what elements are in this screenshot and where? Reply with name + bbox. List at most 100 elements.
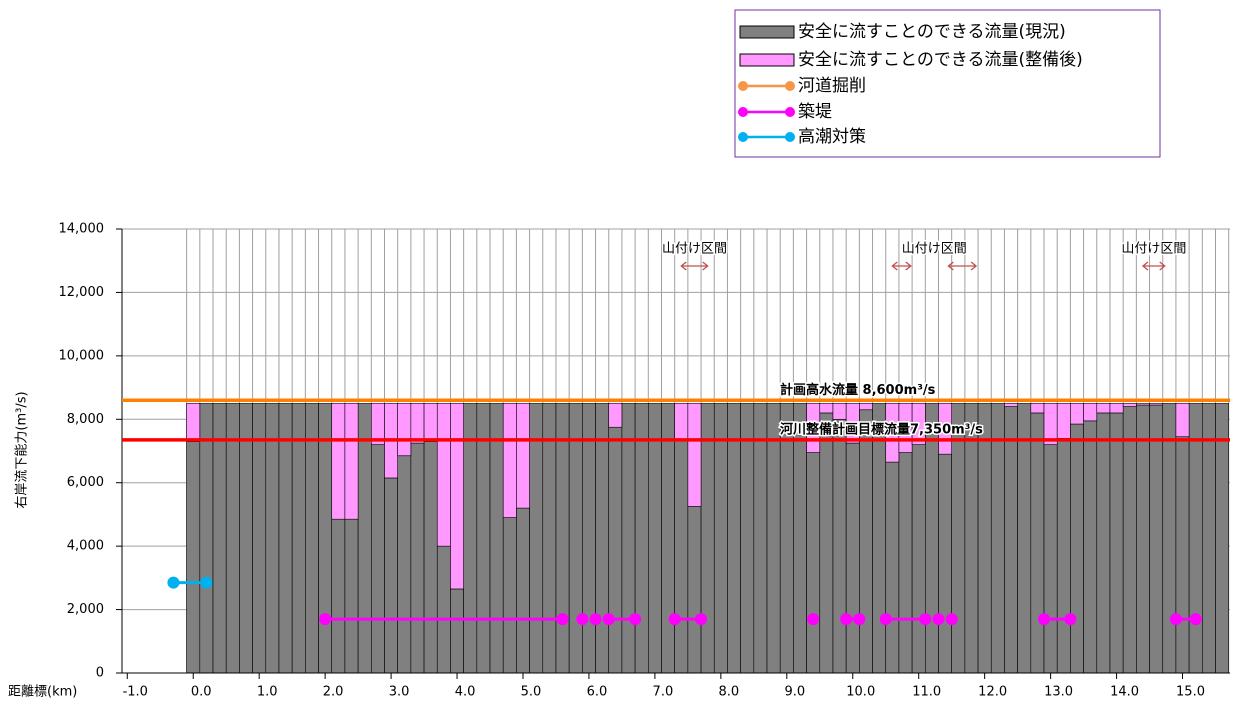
bar — [740, 403, 755, 674]
bar — [990, 403, 1005, 674]
bar — [727, 403, 741, 674]
legend-label: 安全に流すことのできる流量(現況) — [798, 22, 1066, 42]
y-tick-label: 10,000 — [59, 348, 105, 363]
bar — [344, 403, 359, 520]
measure-point — [200, 576, 213, 589]
legend-swatch — [738, 132, 748, 142]
bar — [370, 444, 385, 674]
bar — [1162, 403, 1177, 674]
bar — [1215, 403, 1229, 674]
legend-swatch — [739, 25, 795, 39]
legend-swatch — [738, 107, 748, 117]
bar — [397, 455, 412, 674]
bar — [845, 442, 860, 674]
x-tick-label: 12.0 — [978, 685, 1007, 700]
bar — [436, 403, 451, 547]
y-axis-label: 右岸流下能力(m³/s) — [15, 391, 30, 508]
measure-point — [1189, 613, 1202, 626]
y-tick-label: 0 — [96, 666, 104, 681]
y-tick-label: 6,000 — [67, 475, 104, 490]
measure-point — [589, 613, 602, 626]
x-axis-label: 距離標(km) — [8, 685, 77, 700]
bar — [753, 403, 768, 674]
bar — [661, 403, 675, 674]
y-tick-label: 4,000 — [67, 539, 104, 554]
bar — [647, 403, 662, 674]
reference-label: 計画高水流量 8,600m³/s — [780, 382, 936, 398]
bar — [872, 403, 887, 674]
measure-point — [932, 613, 945, 626]
bar — [476, 403, 491, 674]
bar — [819, 412, 834, 674]
bar — [938, 453, 952, 674]
legend-label: 安全に流すことのできる流量(整備後) — [798, 50, 1083, 70]
annotation-label: 山付け区間 — [902, 242, 967, 257]
bar — [436, 545, 451, 674]
annotation-arrow — [680, 261, 709, 271]
bar — [1070, 403, 1084, 425]
y-tick-label: 14,000 — [59, 222, 105, 237]
y-tick-label: 12,000 — [59, 285, 105, 300]
bar — [265, 403, 280, 674]
legend-label: 河道掘削 — [798, 76, 866, 96]
annotation-arrow — [891, 261, 912, 271]
x-tick-label: -1.0 — [123, 685, 148, 700]
bar — [1030, 403, 1045, 414]
bar — [1096, 412, 1111, 674]
bar — [806, 452, 821, 674]
x-tick-label: 9.0 — [784, 685, 805, 700]
bar — [700, 403, 715, 674]
x-tick-label: 2.0 — [323, 685, 344, 700]
bar — [1004, 406, 1018, 674]
bar — [225, 403, 240, 674]
measure-point — [319, 613, 332, 626]
legend: 安全に流すことのできる流量(現況) 安全に流すことのできる流量(整備後) 河道掘削築… — [738, 22, 1083, 147]
bar — [463, 403, 478, 674]
bar — [832, 418, 847, 674]
bar — [212, 403, 227, 674]
bar — [687, 506, 702, 674]
bar — [410, 403, 425, 444]
bar — [1202, 403, 1216, 674]
bar — [568, 403, 583, 674]
measure-point — [945, 613, 958, 626]
measure-point — [695, 613, 708, 626]
reference-label: 河川整備計画目標流量7,350m³/s — [780, 421, 983, 437]
bar — [555, 403, 570, 674]
x-tick-label: 3.0 — [389, 685, 410, 700]
x-tick-label: 1.0 — [257, 685, 278, 700]
bar — [450, 588, 464, 674]
measure-point — [576, 613, 589, 626]
x-tick-label: 6.0 — [587, 685, 608, 700]
bar — [687, 403, 702, 507]
measure-point — [167, 576, 180, 589]
bar — [410, 442, 425, 674]
bar — [1083, 420, 1098, 674]
bar — [674, 439, 689, 674]
bar — [450, 403, 464, 590]
bar — [911, 444, 926, 674]
legend-box — [734, 9, 1161, 158]
measure-point — [668, 613, 681, 626]
bar — [621, 403, 636, 674]
bar — [1175, 403, 1190, 438]
bar — [502, 403, 517, 518]
x-tick-label: 15.0 — [1176, 685, 1205, 700]
bar — [1109, 412, 1124, 674]
bar — [489, 403, 504, 674]
legend-label: 築堤 — [798, 102, 832, 122]
bar — [1122, 403, 1137, 407]
legend-label: 高潮対策 — [798, 127, 866, 147]
y-tick-label: 2,000 — [67, 602, 104, 617]
bar — [516, 403, 530, 509]
bar — [964, 403, 979, 674]
bar — [1109, 403, 1124, 414]
bar — [331, 518, 346, 674]
bar — [819, 403, 834, 414]
measure-point — [879, 613, 892, 626]
x-tick-label: 13.0 — [1044, 685, 1073, 700]
bar — [1175, 436, 1190, 674]
x-tick-label: 8.0 — [719, 685, 740, 700]
bar — [634, 403, 649, 674]
legend-swatch — [785, 107, 795, 117]
